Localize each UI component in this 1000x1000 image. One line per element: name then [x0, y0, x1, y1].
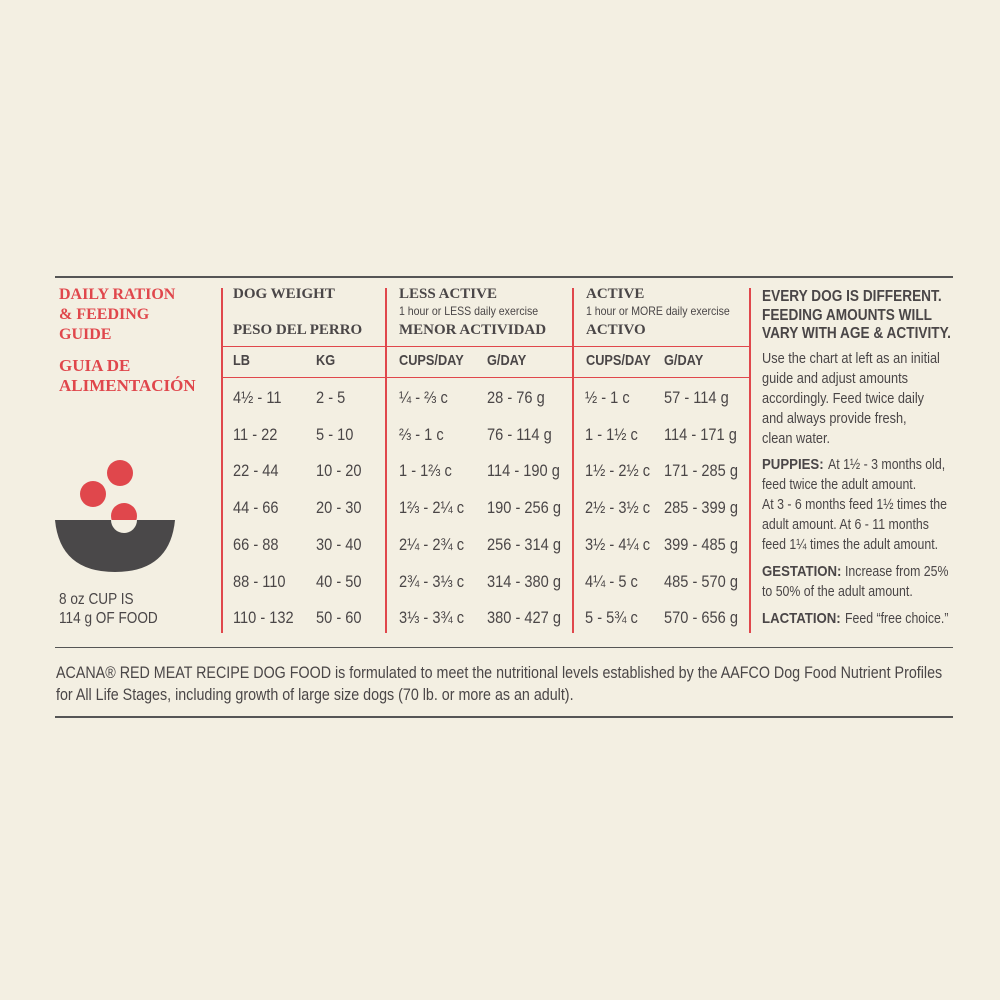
- sidebar-text: accordingly. Feed twice daily: [762, 390, 925, 407]
- table-cell: 171 - 285 g: [664, 461, 738, 481]
- table-cell: 114 - 190 g: [487, 461, 560, 481]
- cup-note: 114 g OF FOOD: [59, 610, 158, 627]
- table-cell: 40 - 50: [316, 571, 362, 591]
- table-cell: 1 - 1⅔ c: [399, 461, 452, 481]
- sidebar-text: Feed “free choice.”: [844, 611, 949, 627]
- table-cell: ⅔ - 1 c: [399, 424, 444, 444]
- table-cell: 3½ - 4¼ c: [585, 534, 651, 554]
- divider: [385, 288, 387, 633]
- footer-text: ACANA® RED MEAT RECIPE DOG FOOD is formu…: [56, 663, 943, 682]
- group-title-es: MENOR ACTIVIDAD: [399, 322, 547, 338]
- guide-title: DAILY RATION: [59, 286, 176, 303]
- group-title-es: ACTIVO: [586, 322, 646, 338]
- table-cell: 5 - 10: [316, 424, 354, 444]
- table-cell: 110 - 132: [233, 608, 294, 628]
- column-header: G/DAY: [664, 352, 704, 369]
- table-cell: 28 - 76 g: [487, 388, 545, 407]
- table-cell: 5 - 5¾ c: [585, 608, 638, 628]
- guide-title-es: GUIA DE: [59, 356, 131, 375]
- sidebar-heading: FEEDING AMOUNTS WILL: [762, 306, 932, 324]
- sidebar-label: PUPPIES:: [762, 456, 824, 473]
- sidebar-label: GESTATION:: [762, 563, 842, 580]
- column-header: KG: [316, 352, 336, 369]
- sidebar-text: guide and adjust amounts: [762, 370, 909, 387]
- table-cell: 10 - 20: [316, 461, 362, 481]
- sidebar-text: adult amount. At 6 - 11 months: [762, 517, 929, 533]
- table-cell: 57 - 114 g: [664, 388, 729, 407]
- table-cell: 256 - 314 g: [487, 534, 561, 554]
- table-cell: 76 - 114 g: [487, 424, 552, 444]
- table-cell: 30 - 40: [316, 534, 362, 554]
- table-cell: 190 - 256 g: [487, 498, 561, 518]
- divider: [749, 288, 751, 633]
- column-header: CUPS/DAY: [399, 352, 464, 369]
- column-header: G/DAY: [487, 352, 527, 369]
- table-cell: 4¼ - 5 c: [585, 571, 638, 591]
- table-cell: 3⅓ - 3¾ c: [399, 608, 465, 628]
- group-title: LESS ACTIVE: [399, 286, 497, 302]
- divider: [222, 377, 750, 378]
- group-title-es: PESO DEL PERRO: [233, 322, 363, 338]
- sidebar-text: and always provide fresh,: [762, 410, 907, 427]
- table-cell: 1 - 1½ c: [585, 424, 638, 444]
- guide-title: & FEEDING: [59, 306, 150, 323]
- sidebar-label: LACTATION:: [762, 610, 841, 627]
- sidebar-text: feed twice the adult amount.: [762, 477, 917, 493]
- table-cell: 399 - 485 g: [664, 534, 738, 554]
- sidebar-text: feed 1¼ times the adult amount.: [762, 537, 939, 553]
- sidebar-text: Increase from 25%: [845, 564, 949, 580]
- sidebar-text: to 50% of the adult amount.: [762, 584, 913, 600]
- table-cell: 285 - 399 g: [664, 498, 738, 518]
- table-cell: 2¾ - 3⅓ c: [399, 571, 465, 591]
- sidebar-heading: VARY WITH AGE & ACTIVITY.: [762, 325, 951, 342]
- table-cell: 20 - 30: [316, 498, 362, 518]
- column-header: LB: [233, 352, 250, 369]
- table-cell: 570 - 656 g: [664, 608, 738, 628]
- table-cell: 22 - 44: [233, 461, 279, 481]
- table-cell: 380 - 427 g: [487, 608, 561, 628]
- table-cell: 1⅔ - 2¼ c: [399, 498, 465, 518]
- guide-title-es: ALIMENTACIÓN: [59, 376, 196, 395]
- table-cell: 50 - 60: [316, 608, 362, 628]
- table-cell: 314 - 380 g: [487, 571, 561, 591]
- group-title: ACTIVE: [586, 286, 645, 302]
- table-cell: 114 - 171 g: [664, 424, 737, 444]
- table-cell: 485 - 570 g: [664, 571, 738, 591]
- footer-text: for All Life Stages, including growth of…: [56, 685, 574, 704]
- divider: [222, 346, 750, 347]
- sidebar-text: At 1½ - 3 months old,: [827, 457, 945, 473]
- guide-title: GUIDE: [59, 326, 112, 343]
- column-header: CUPS/DAY: [586, 352, 651, 369]
- table-cell: 66 - 88: [233, 534, 279, 554]
- rule: [55, 647, 953, 648]
- rule: [55, 716, 953, 718]
- table-cell: 44 - 66: [233, 498, 279, 518]
- sidebar-text: clean water.: [762, 430, 831, 447]
- cup-note: 8 oz CUP IS: [59, 591, 134, 608]
- group-title: DOG WEIGHT: [233, 286, 335, 302]
- table-cell: ¼ - ⅔ c: [399, 388, 448, 407]
- sidebar-text: Use the chart at left as an initial: [762, 350, 940, 367]
- rule: [55, 276, 953, 278]
- bowl-icon: [55, 460, 175, 572]
- table-cell: 4½ - 11: [233, 388, 282, 407]
- divider: [221, 288, 223, 633]
- sidebar-heading: EVERY DOG IS DIFFERENT.: [762, 288, 942, 305]
- divider: [572, 288, 574, 633]
- table-cell: ½ - 1 c: [585, 388, 630, 407]
- table-cell: 11 - 22: [233, 424, 278, 444]
- sidebar-text: At 3 - 6 months feed 1½ times the: [762, 497, 947, 513]
- group-note: 1 hour or LESS daily exercise: [399, 304, 539, 318]
- table-cell: 2½ - 3½ c: [585, 498, 651, 518]
- table-cell: 88 - 110: [233, 571, 286, 591]
- table-cell: 1½ - 2½ c: [585, 461, 651, 481]
- group-note: 1 hour or MORE daily exercise: [586, 304, 730, 318]
- table-cell: 2¼ - 2¾ c: [399, 534, 465, 554]
- table-cell: 2 - 5: [316, 388, 346, 407]
